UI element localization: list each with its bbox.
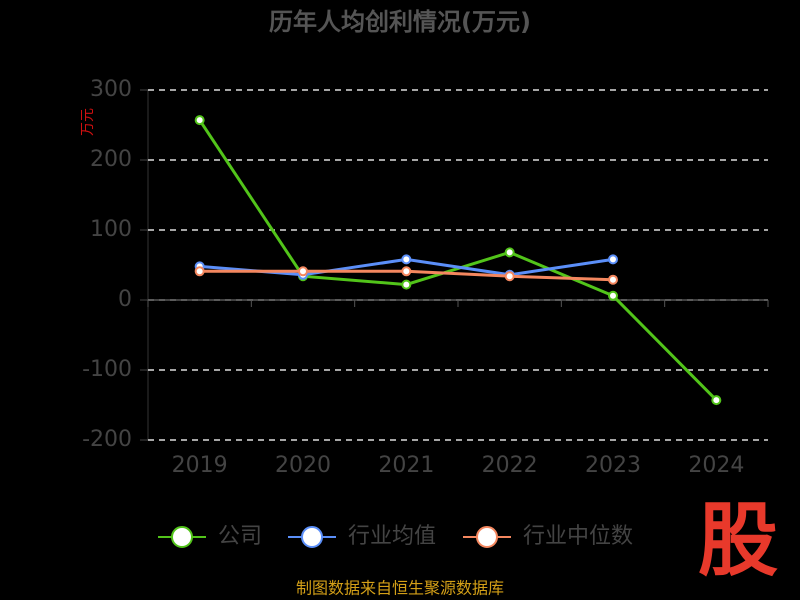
x-tick-label: 2019 <box>172 453 228 478</box>
legend-label: 行业均值 <box>348 524 436 549</box>
data-point <box>401 254 412 265</box>
legend-label: 公司 <box>218 524 262 549</box>
x-tick-label: 2020 <box>275 453 331 478</box>
data-point <box>401 266 412 277</box>
data-point <box>401 279 412 290</box>
watermark-logo: 股 <box>698 494 778 587</box>
x-tick-label: 2023 <box>585 453 641 478</box>
y-tick-label: 0 <box>118 287 132 312</box>
chart-title: 历年人均创利情况(万元) <box>269 8 531 36</box>
y-tick-label: 200 <box>90 147 132 172</box>
data-point <box>711 395 722 406</box>
data-point <box>608 254 618 265</box>
legend-label: 行业中位数 <box>523 524 633 549</box>
y-tick-label: -200 <box>82 427 132 452</box>
x-tick-label: 2024 <box>688 453 744 478</box>
data-point <box>504 247 515 258</box>
data-point <box>504 271 515 282</box>
data-point <box>194 115 205 126</box>
legend-marker <box>301 526 323 548</box>
x-tick-label: 2021 <box>378 453 434 478</box>
data-point <box>608 290 618 301</box>
y-tick-label: 100 <box>90 217 132 242</box>
y-axis-label: 万元 <box>80 108 96 136</box>
data-point <box>298 266 308 277</box>
source-note: 制图数据来自恒生聚源数据库 <box>296 579 504 598</box>
data-point <box>608 274 618 285</box>
x-tick-label: 2022 <box>482 453 538 478</box>
y-tick-label: -100 <box>82 357 132 382</box>
data-point <box>194 266 205 277</box>
y-tick-label: 300 <box>90 77 132 102</box>
legend-marker <box>476 526 498 548</box>
legend-marker <box>171 526 193 548</box>
